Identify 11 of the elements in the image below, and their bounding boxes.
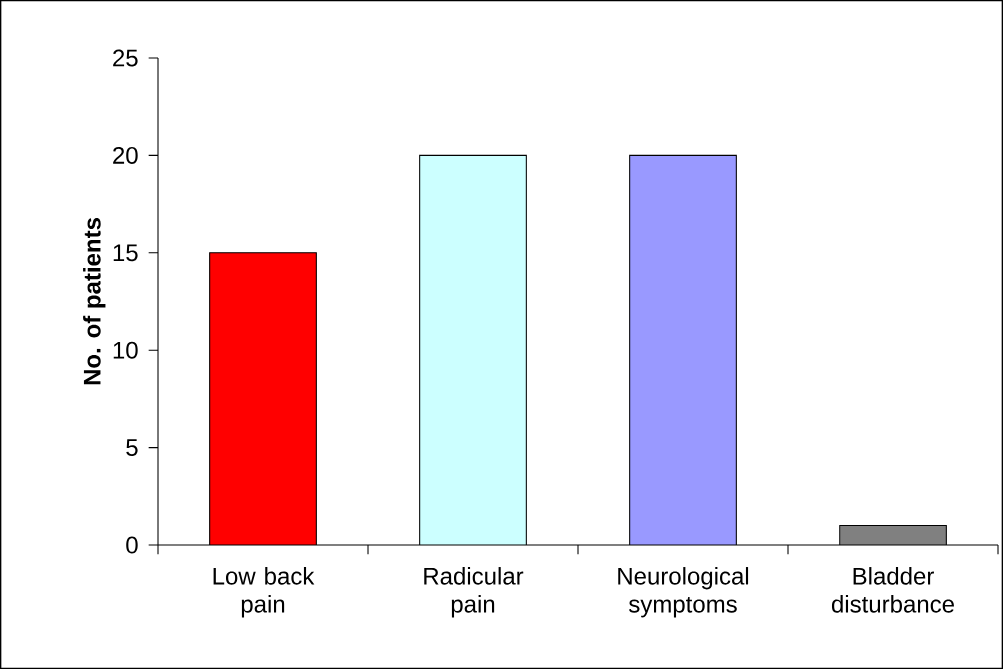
y-tick-label: 25	[113, 49, 138, 67]
x-tick-label: Low back pain	[213, 567, 315, 618]
y-axis-title: No. of patients	[83, 218, 106, 385]
y-tick-label: 15	[113, 244, 138, 262]
y-tick-label: 10	[113, 341, 138, 359]
x-tick-label: Neurological symptoms	[618, 567, 749, 618]
y-tick-label: 0	[126, 536, 138, 554]
y-tick-label: 20	[113, 146, 138, 164]
x-tick-label: Radicular pain	[424, 567, 524, 618]
y-tick-label: 5	[126, 439, 138, 456]
x-tick-label: Bladder disturbance	[831, 567, 954, 613]
